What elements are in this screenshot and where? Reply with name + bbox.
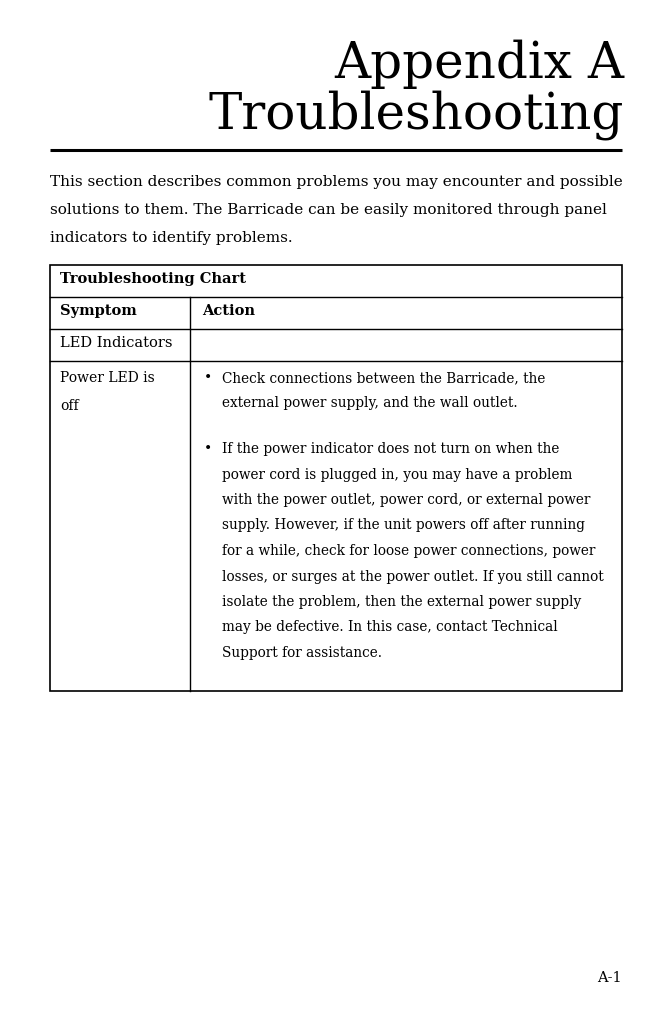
Text: •: • [204,442,212,456]
Text: LED Indicators: LED Indicators [60,336,173,350]
Text: with the power outlet, power cord, or external power: with the power outlet, power cord, or ex… [222,493,591,507]
Text: power cord is plugged in, you may have a problem: power cord is plugged in, you may have a… [222,468,572,482]
Text: If the power indicator does not turn on when the: If the power indicator does not turn on … [222,442,560,456]
Text: This section describes common problems you may encounter and possible: This section describes common problems y… [50,175,623,189]
Text: isolate the problem, then the external power supply: isolate the problem, then the external p… [222,595,581,609]
Text: external power supply, and the wall outlet.: external power supply, and the wall outl… [222,397,518,410]
Text: A-1: A-1 [597,971,622,985]
Text: Check connections between the Barricade, the: Check connections between the Barricade,… [222,371,545,385]
Text: •: • [204,371,212,385]
Text: Symptom: Symptom [60,304,137,318]
Text: losses, or surges at the power outlet. If you still cannot: losses, or surges at the power outlet. I… [222,570,604,584]
Bar [50,265,622,691]
Text: Troubleshooting: Troubleshooting [209,90,624,140]
Text: for a while, check for loose power connections, power: for a while, check for loose power conne… [222,544,595,558]
Text: supply. However, if the unit powers off after running: supply. However, if the unit powers off … [222,518,585,532]
Text: Troubleshooting Chart: Troubleshooting Chart [60,272,246,286]
Text: Action: Action [202,304,255,318]
Text: indicators to identify problems.: indicators to identify problems. [50,231,292,245]
Text: Power LED is: Power LED is [60,371,155,385]
Text: solutions to them. The Barricade can be easily monitored through panel: solutions to them. The Barricade can be … [50,203,607,217]
Text: off: off [60,399,79,413]
Text: Support for assistance.: Support for assistance. [222,646,382,660]
Text: Appendix A: Appendix A [334,40,624,90]
Text: may be defective. In this case, contact Technical: may be defective. In this case, contact … [222,620,558,634]
